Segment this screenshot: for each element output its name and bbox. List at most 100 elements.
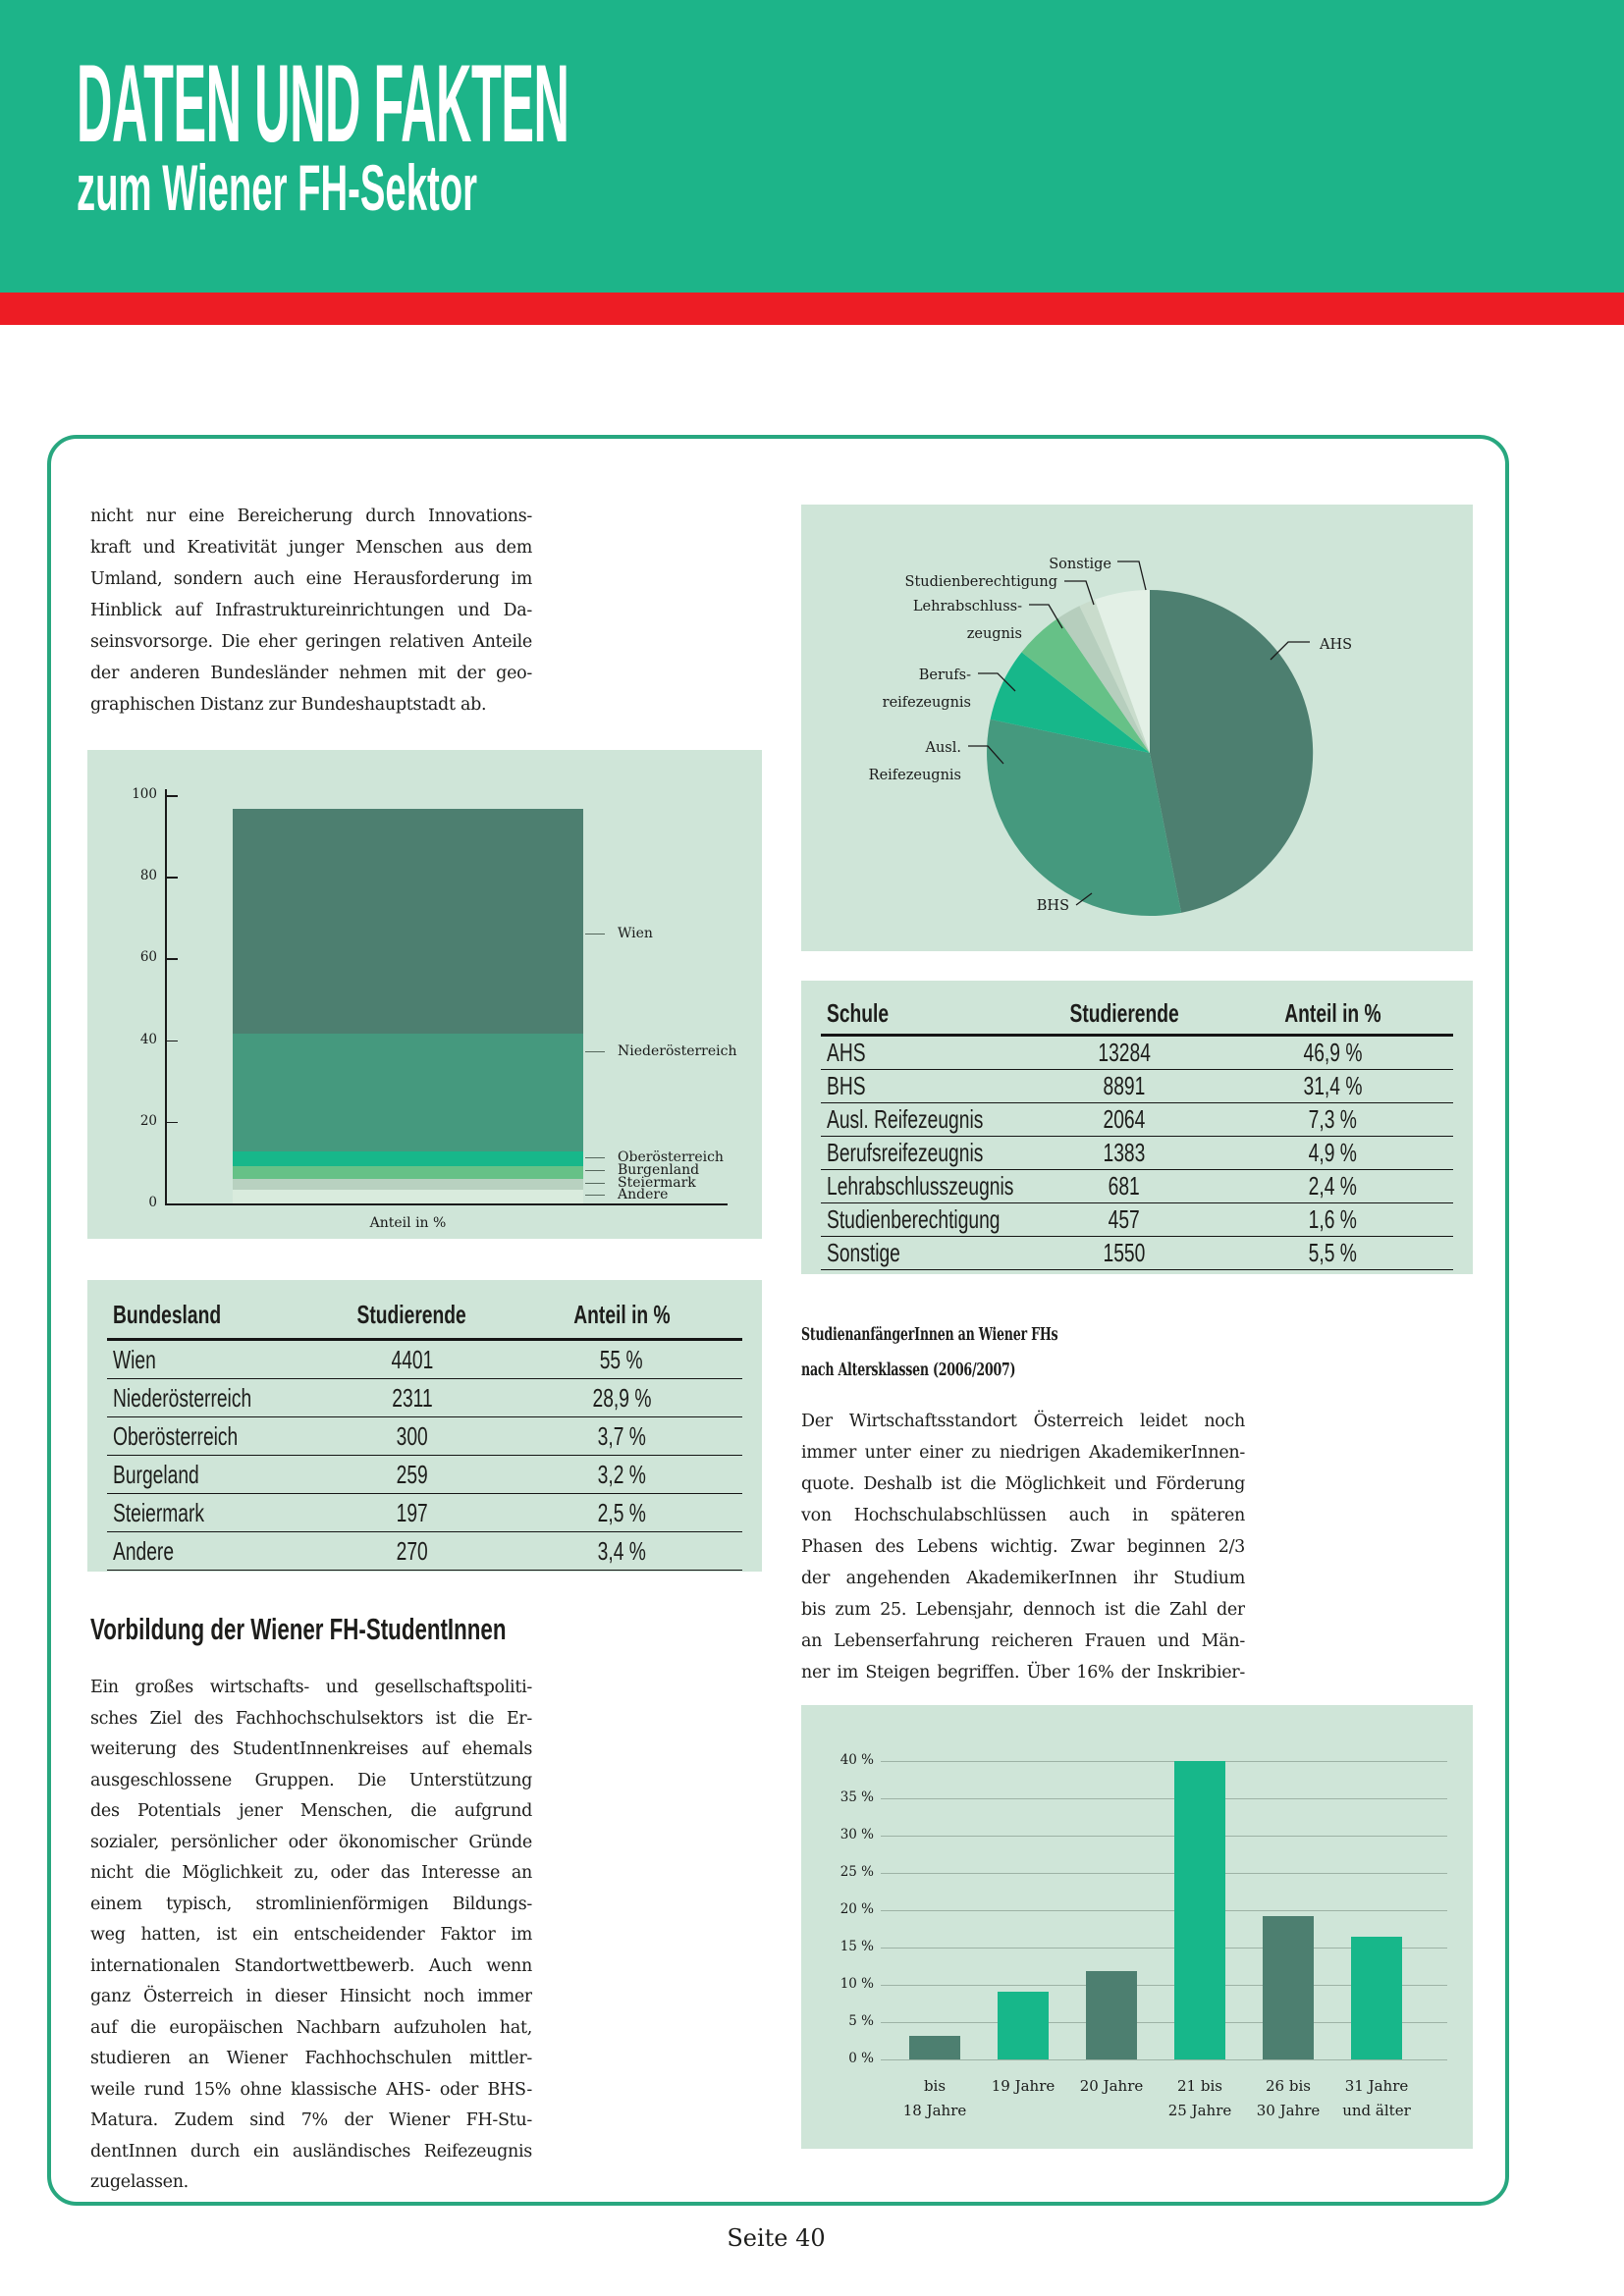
table-row: BHS 8891 31,4 % [821, 1069, 1453, 1103]
pie-label: zeugnis [967, 626, 1022, 642]
table-cell: Sonstige [821, 1236, 1036, 1270]
table-cell: 8891 [1035, 1069, 1214, 1103]
data-table: Schule Studierende Anteil in % AHS 13284 46,9… [821, 992, 1453, 1270]
cell-text: 300 [396, 1420, 428, 1451]
cell-text: 197 [396, 1497, 428, 1527]
pie-leader-line [968, 745, 1004, 765]
x-category-label: 19 Jahre [964, 2074, 1082, 2099]
cell-text: 2,4 % [1309, 1171, 1358, 1201]
table-cell: Steiermark [107, 1493, 323, 1532]
stack-series-label: Wien [618, 926, 653, 941]
pie-slice-AuslReifezeugnis [990, 652, 1150, 753]
section-heading-vorbildung: Vorbildung der Wiener FH-StudentInnen [90, 1612, 668, 1647]
text-line: ausgeschlossene Gruppen. Die Unterstützu… [90, 1770, 532, 1790]
cell-text: 259 [396, 1459, 428, 1489]
text-line: an Lebenserfahrung reicheren Frauen und … [801, 1631, 1245, 1651]
text-line: Der Wirtschaftsstandort Österreich leide… [801, 1412, 1245, 1431]
red-accent-bar [0, 293, 1624, 325]
bar-6 [1351, 1937, 1402, 2059]
cell-text: 46,9 % [1303, 1038, 1363, 1067]
section-heading-vorbildung-text: Vorbildung der Wiener FH-StudentInnen [90, 1612, 507, 1646]
text-line-content: nach Altersklassen (2006/2007) [801, 1361, 1016, 1380]
pie-label: Berufs- [919, 667, 971, 683]
text-line: einem typisch, stromlinienförmigen Bildu… [90, 1894, 532, 1914]
cell-text: Anteil in % [1284, 997, 1381, 1028]
stack-series-label: Niederösterreich [618, 1043, 737, 1059]
cell-text: 3,2 % [597, 1459, 646, 1489]
y-axis-line [165, 789, 167, 1205]
pie-slice-Berufsreifezeugnis [1021, 617, 1150, 753]
y-axis-tick [165, 795, 178, 797]
bundesland-table: Bundesland Studierende Anteil in % Wien 4401… [87, 1280, 762, 1572]
y-tick-label: 0 % [848, 2051, 874, 2066]
table-row: Ausl. Reifezeugnis 2064 7,3 % [821, 1102, 1453, 1137]
text-line: auf die europäischen Nachbarn aufzuholen… [90, 2017, 532, 2038]
table-cell: 46,9 % [1213, 1035, 1453, 1070]
gridline [881, 1985, 1447, 1986]
gridline [881, 1761, 1447, 1762]
table-cell: 1383 [1035, 1136, 1214, 1170]
table-row: Wien 4401 55 % [107, 1339, 742, 1379]
x-category-label-line: 18 Jahre [902, 2102, 967, 2119]
text-line: Phasen des Lebens wichtig. Zwar beginnen… [801, 1537, 1245, 1557]
y-tick-label: 40 % [839, 1752, 874, 1768]
text-line: dentInnen durch ein ausländisches Reifez… [90, 2141, 532, 2162]
table-cell: 259 [322, 1455, 502, 1494]
x-category-label-line: bis [923, 2077, 947, 2095]
cell-text: 681 [1109, 1171, 1141, 1201]
y-axis-tick [165, 1040, 178, 1042]
bar-5 [1263, 1916, 1314, 2059]
cell-text: Sonstige [827, 1238, 900, 1267]
table-header-cell: Schule [821, 992, 1036, 1037]
text-line: des Potentials jener Menschen, die aufgr… [90, 1801, 532, 1821]
pie-label: Lehrabschluss- [913, 599, 1022, 614]
table-cell: Berufsreifezeugnis [821, 1136, 1036, 1170]
text-line: StudienanfängerInnen an Wiener FHs [801, 1317, 1158, 1353]
text-line: quote. Deshalb ist die Möglichkeit und F… [801, 1474, 1245, 1494]
table-cell: 270 [322, 1531, 502, 1571]
text-line: ner im Steigen begriffen. Über 16% der I… [801, 1663, 1245, 1682]
cell-text: Bundesland [113, 1300, 222, 1329]
table-cell: Ausl. Reifezeugnis [821, 1102, 1036, 1137]
y-tick-label: 10 % [839, 1976, 874, 1992]
table-row: Steiermark 197 2,5 % [107, 1493, 742, 1532]
stack-leader-line [585, 1170, 605, 1171]
table-header-cell: Bundesland [107, 1292, 323, 1341]
stack-series-label: Andere [618, 1187, 669, 1202]
text-line: weg hatten, ist ein entscheidender Fakto… [90, 1925, 532, 1945]
stack-segment-Steiermark [233, 1179, 583, 1190]
table-header-cell: Studierende [1035, 992, 1214, 1037]
x-category-label-line: 21 bis [1177, 2077, 1222, 2095]
y-tick-label: 80 [139, 868, 157, 884]
stack-leader-line [585, 1051, 605, 1052]
cell-text: BHS [827, 1071, 866, 1100]
stack-segment-Burgenland [233, 1166, 583, 1180]
table-cell: Oberösterreich [107, 1416, 323, 1456]
table-cell: 4401 [322, 1339, 502, 1379]
stack-segment-Andere [233, 1189, 583, 1203]
stack-segment-Oberösterreich [233, 1150, 583, 1167]
table-cell: 457 [1035, 1202, 1214, 1237]
cell-text: Ausl. Reifezeugnis [827, 1104, 984, 1134]
bar-1 [909, 2035, 960, 2059]
intro-paragraph: nicht nur eine Bereicherung durch Innova… [90, 501, 532, 721]
y-tick-label: 0 [148, 1195, 157, 1210]
table-cell: 1,6 % [1213, 1202, 1453, 1237]
x-category-label: bis 18 Jahre [876, 2074, 994, 2123]
cell-text: Studierende [1069, 997, 1179, 1028]
vorbildung-paragraph: Ein großes wirtschafts- und gesellschaft… [90, 1673, 532, 2199]
cell-text: 2,5 % [597, 1497, 646, 1527]
pie-label: Sonstige [1049, 557, 1111, 572]
cell-text: 2064 [1103, 1104, 1146, 1134]
text-line: sches Ziel des Fachhochschulsektors ist … [90, 1708, 532, 1729]
table-cell: 2064 [1035, 1102, 1214, 1137]
x-category-label: 20 Jahre [1053, 2074, 1170, 2099]
text-line: immer unter einer zu niedrigen Akademike… [801, 1443, 1245, 1463]
cell-text: Steiermark [113, 1497, 205, 1527]
x-category-label-line: 26 bis [1266, 2077, 1311, 2095]
pie-label: AHS [1319, 637, 1352, 653]
cell-text: 1,6 % [1309, 1204, 1358, 1234]
gridline [881, 1798, 1447, 1799]
stack-series-label: Burgenland [618, 1162, 700, 1178]
